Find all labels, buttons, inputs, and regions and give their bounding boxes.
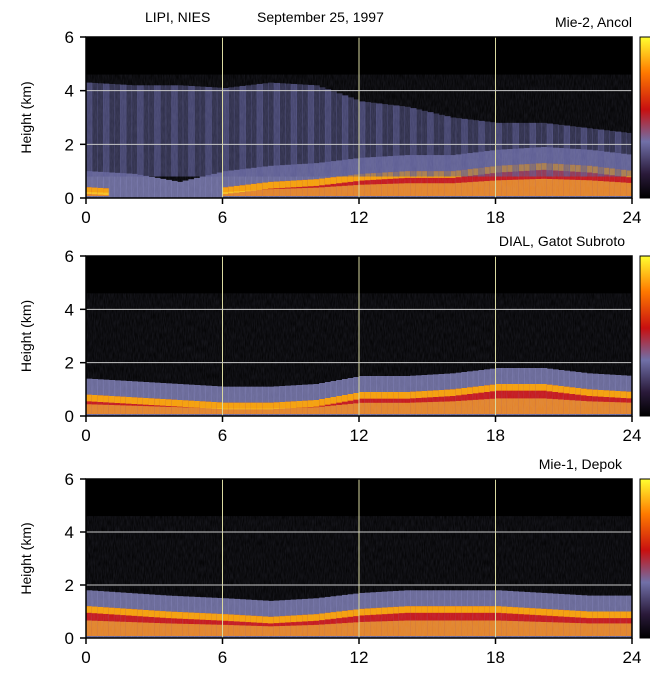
y-axis-label: Height (km): [18, 81, 34, 153]
header-date: September 25, 1997: [257, 9, 384, 25]
colorbar: [639, 36, 650, 199]
y-tick-label: 2: [65, 576, 74, 595]
x-tick-label: 18: [486, 426, 505, 445]
y-tick-label: 4: [65, 300, 74, 319]
y-tick-label: 4: [65, 82, 74, 101]
colorbar: [639, 255, 650, 417]
panel-title: DIAL, Gatot Subroto: [499, 233, 625, 249]
x-tick-label: 6: [218, 426, 227, 445]
y-axis-label: Height (km): [18, 522, 34, 594]
x-tick-label: 6: [218, 208, 227, 227]
x-tick-label: 12: [350, 208, 369, 227]
panel-title: Mie-1, Depok: [539, 456, 623, 472]
x-tick-label: 24: [623, 208, 642, 227]
y-tick-label: 6: [65, 247, 74, 266]
y-tick-label: 6: [65, 28, 74, 47]
y-tick-label: 2: [65, 354, 74, 373]
x-tick-label: 24: [623, 648, 642, 667]
y-tick-label: 6: [65, 470, 74, 489]
y-tick-label: 0: [65, 407, 74, 426]
x-tick-label: 24: [623, 426, 642, 445]
x-tick-label: 6: [218, 648, 227, 667]
y-axis-label: Height (km): [18, 300, 34, 372]
colorbar: [639, 478, 650, 639]
header-institution: LIPI, NIES: [145, 9, 210, 25]
x-tick-label: 18: [486, 208, 505, 227]
x-tick-label: 12: [350, 648, 369, 667]
y-tick-label: 0: [65, 629, 74, 648]
x-tick-label: 0: [81, 208, 90, 227]
panel-title: Mie-2, Ancol: [555, 14, 632, 30]
x-tick-label: 0: [81, 426, 90, 445]
x-tick-label: 12: [350, 426, 369, 445]
y-tick-label: 4: [65, 523, 74, 542]
y-tick-label: 2: [65, 135, 74, 154]
x-tick-label: 0: [81, 648, 90, 667]
y-tick-label: 0: [65, 189, 74, 208]
x-tick-label: 18: [486, 648, 505, 667]
